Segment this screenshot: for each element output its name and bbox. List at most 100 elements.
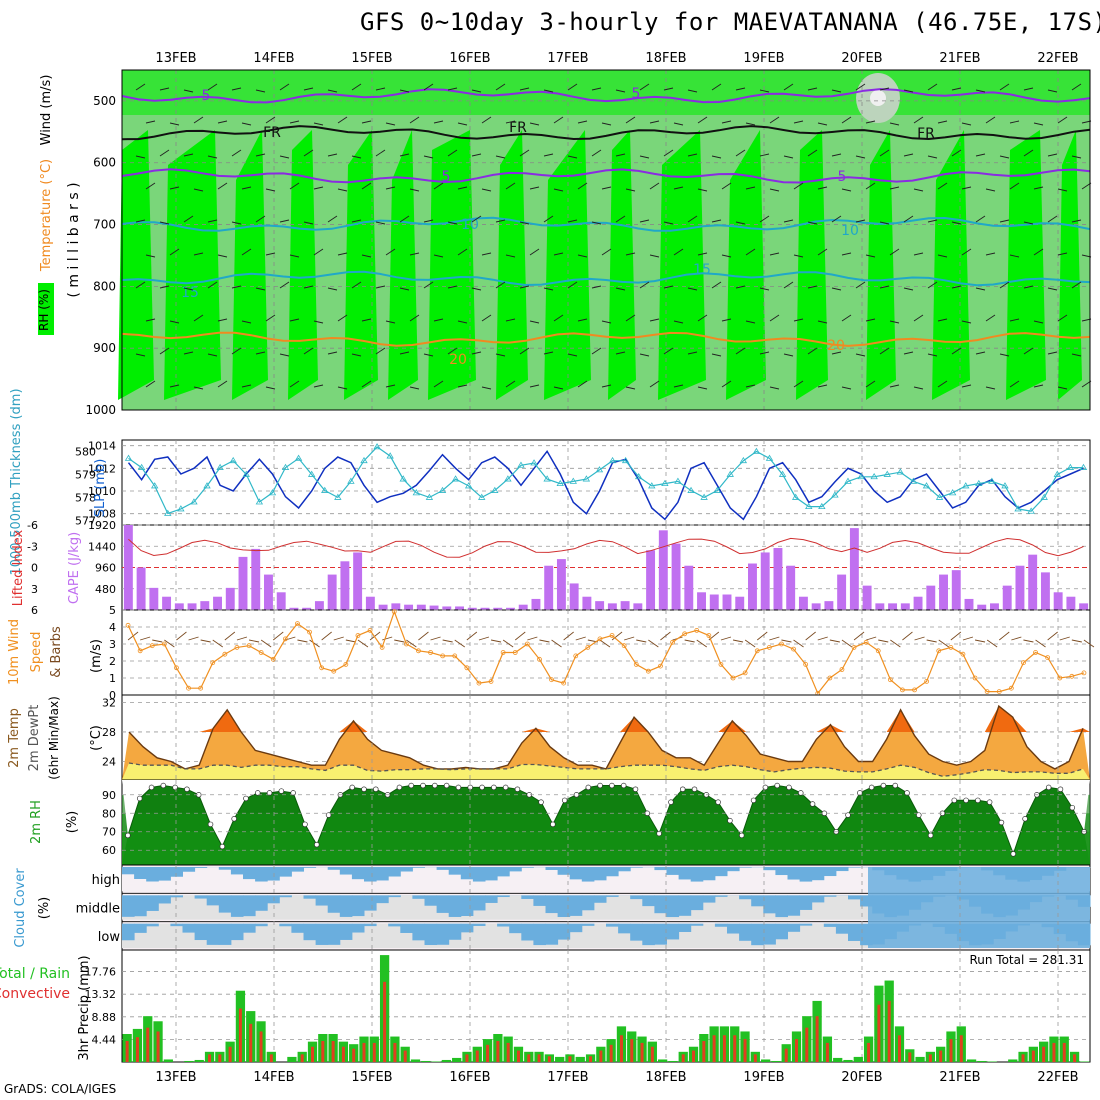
wind-barb-10m: [200, 639, 211, 643]
thickness-point: [648, 482, 656, 489]
cape-bar: [264, 574, 273, 610]
precip-convective-bar: [599, 1050, 603, 1062]
wind-barb-10m: [841, 639, 853, 648]
wind-barb: [663, 347, 674, 355]
wind-barb: [783, 83, 794, 91]
contour-line: [121, 88, 1091, 104]
wind-barb: [471, 153, 482, 157]
wind-barb: [145, 182, 156, 190]
precip-convective-bar: [238, 1008, 242, 1062]
wind-barb: [961, 122, 972, 126]
wind-speed-point: [936, 648, 942, 654]
wind-barb-10m: [478, 636, 490, 641]
wind-barb-10m: [248, 639, 260, 643]
cape-bar: [353, 552, 363, 610]
cape-bar: [480, 607, 490, 610]
cape-bar: [276, 592, 286, 610]
thickness-point: [124, 454, 133, 461]
precip-convective-bar: [887, 1000, 891, 1062]
wind-barb: [625, 188, 636, 192]
wind-speed-point: [1021, 660, 1026, 666]
wind-barb: [577, 318, 588, 322]
date-tick-top: 18FEB: [645, 51, 686, 66]
wind-barb: [135, 219, 146, 223]
wind-barb: [601, 122, 612, 126]
wind-barb-10m: [1035, 639, 1046, 648]
wind-speed-point: [198, 685, 204, 691]
cloud-cover-bar: [485, 895, 498, 903]
cloud-cover-bar: [630, 895, 643, 900]
wind-barb: [985, 116, 996, 124]
rh2m-point: [502, 784, 509, 791]
temp-tick: 28: [102, 726, 116, 739]
rh2m-point: [538, 799, 544, 805]
rh2m-point: [998, 819, 1005, 826]
wind-barb: [265, 386, 276, 390]
precip-convective-bar: [928, 1054, 932, 1062]
wind-speed-point: [827, 675, 833, 681]
date-tick-top: 17FEB: [547, 51, 588, 66]
wind-barb: [409, 386, 420, 390]
panel-frame: [121, 949, 1091, 1063]
wind-barb: [409, 252, 420, 256]
wind-barb: [663, 149, 674, 157]
wind-barb-10m: [406, 639, 417, 648]
rh2m-point: [514, 786, 521, 792]
wind-barb: [745, 320, 756, 324]
cloud-cover-bar: [678, 867, 692, 880]
precip-convective-bar: [486, 1044, 490, 1062]
thickness-point: [242, 470, 250, 477]
thickness-point: [1001, 482, 1009, 489]
wind-barb-10m: [333, 636, 344, 641]
cloud-cover-bar: [279, 895, 292, 898]
cloud-cover-bar: [848, 923, 861, 941]
precip-convective-bar: [516, 1050, 520, 1062]
wind-barb: [255, 89, 266, 93]
cloud-cover-bar: [291, 923, 304, 933]
wind-barb: [999, 281, 1010, 289]
wind-barb: [447, 87, 458, 91]
wind-barb: [495, 83, 506, 91]
cloud-cover-bar: [775, 895, 788, 918]
wind-barb: [279, 219, 290, 223]
thickness-point: [595, 466, 604, 473]
wind-barb: [1009, 254, 1020, 258]
wind-barb: [351, 83, 362, 91]
precip-convective-bar: [269, 1054, 273, 1062]
lifted-tick: -6: [27, 519, 38, 532]
cloud-cover-bar: [291, 867, 304, 872]
wind-barb: [783, 219, 794, 223]
wind-barb: [217, 318, 228, 322]
wind-barb-10m: [890, 639, 901, 648]
cloud-axis-label: Cloud Cover: [13, 868, 28, 948]
cape-bar: [544, 565, 554, 610]
wind-barb: [807, 149, 818, 157]
contour-label: 15: [181, 285, 199, 301]
wind-barb-10m: [744, 639, 756, 648]
thickness-point: [307, 470, 316, 477]
rh2m-line: [127, 784, 1085, 856]
wind-barb: [553, 188, 564, 192]
cloud-cover-bar: [545, 867, 559, 870]
temp-axis-label-1: 2m Temp: [7, 708, 22, 768]
wind-barb: [831, 287, 842, 291]
wind-barb: [937, 120, 948, 124]
wind-barb: [159, 347, 170, 355]
rh2m-point: [1045, 784, 1052, 791]
cloud-cover-bar: [460, 923, 474, 933]
rh2m-point: [278, 788, 285, 794]
precip-total-bar: [915, 1056, 925, 1062]
wind-barb: [591, 347, 602, 355]
rh2m-point: [550, 821, 556, 828]
thickness-point: [608, 456, 617, 464]
wind-barb: [687, 287, 698, 291]
wind-barb-10m: [974, 639, 986, 643]
wind-barb: [649, 318, 660, 322]
cloud-cover-bar: [351, 923, 365, 933]
cape-bar: [773, 548, 783, 610]
cloud-cover-bar: [787, 895, 801, 916]
wind-barb: [241, 186, 252, 190]
thickness-point: [569, 477, 578, 484]
wind-speed-point: [391, 609, 397, 615]
rh2m-point: [691, 786, 698, 792]
